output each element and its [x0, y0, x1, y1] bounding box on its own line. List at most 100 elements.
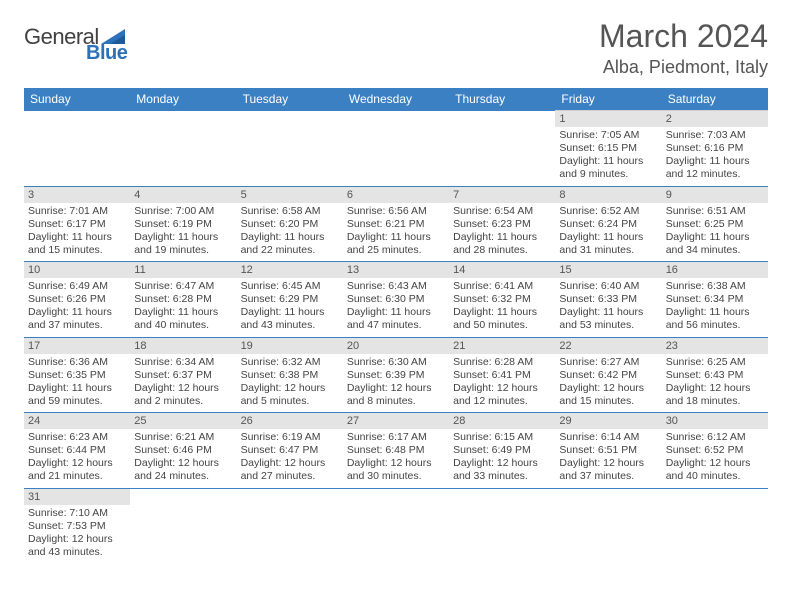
sunrise-text: Sunrise: 6:12 AM	[666, 431, 764, 444]
sunrise-text: Sunrise: 6:28 AM	[453, 356, 551, 369]
week-daynum-row: 31	[24, 488, 768, 505]
day-number-cell: 10	[24, 262, 130, 279]
daylight-text: Daylight: 11 hours and 47 minutes.	[347, 306, 445, 332]
day-detail-cell: Sunrise: 6:32 AMSunset: 6:38 PMDaylight:…	[237, 354, 343, 413]
day-number-cell: 1	[555, 111, 661, 128]
day-number-cell: 13	[343, 262, 449, 279]
day-detail-cell: Sunrise: 7:00 AMSunset: 6:19 PMDaylight:…	[130, 203, 236, 262]
sunrise-text: Sunrise: 6:25 AM	[666, 356, 764, 369]
daylight-text: Daylight: 12 hours and 30 minutes.	[347, 457, 445, 483]
day-number-cell: 30	[662, 413, 768, 430]
sunset-text: Sunset: 6:39 PM	[347, 369, 445, 382]
sunset-text: Sunset: 6:49 PM	[453, 444, 551, 457]
daylight-text: Daylight: 12 hours and 24 minutes.	[134, 457, 232, 483]
daylight-text: Daylight: 12 hours and 12 minutes.	[453, 382, 551, 408]
daylight-text: Daylight: 11 hours and 15 minutes.	[28, 231, 126, 257]
sunrise-text: Sunrise: 6:36 AM	[28, 356, 126, 369]
day-number-cell: 14	[449, 262, 555, 279]
day-number-cell: 27	[343, 413, 449, 430]
daylight-text: Daylight: 11 hours and 59 minutes.	[28, 382, 126, 408]
sunset-text: Sunset: 6:38 PM	[241, 369, 339, 382]
day-number-cell: 4	[130, 186, 236, 203]
daylight-text: Daylight: 11 hours and 28 minutes.	[453, 231, 551, 257]
sunset-text: Sunset: 6:37 PM	[134, 369, 232, 382]
sunrise-text: Sunrise: 6:41 AM	[453, 280, 551, 293]
header: General March 2024 Alba, Piedmont, Italy	[24, 18, 768, 78]
sunset-text: Sunset: 6:21 PM	[347, 218, 445, 231]
day-number-cell	[130, 111, 236, 128]
daylight-text: Daylight: 12 hours and 8 minutes.	[347, 382, 445, 408]
day-header-row: Sunday Monday Tuesday Wednesday Thursday…	[24, 88, 768, 111]
day-detail-cell	[449, 505, 555, 564]
day-number-cell: 12	[237, 262, 343, 279]
day-detail-cell: Sunrise: 6:23 AMSunset: 6:44 PMDaylight:…	[24, 429, 130, 488]
sunset-text: Sunset: 6:35 PM	[28, 369, 126, 382]
sunset-text: Sunset: 6:29 PM	[241, 293, 339, 306]
day-detail-cell: Sunrise: 6:34 AMSunset: 6:37 PMDaylight:…	[130, 354, 236, 413]
daylight-text: Daylight: 11 hours and 40 minutes.	[134, 306, 232, 332]
brand-name-2-wrap: Blue	[28, 42, 127, 65]
week-daynum-row: 24252627282930	[24, 413, 768, 430]
day-detail-cell: Sunrise: 6:38 AMSunset: 6:34 PMDaylight:…	[662, 278, 768, 337]
day-number-cell: 24	[24, 413, 130, 430]
day-detail-cell	[343, 505, 449, 564]
sunset-text: Sunset: 6:52 PM	[666, 444, 764, 457]
sunrise-text: Sunrise: 7:00 AM	[134, 205, 232, 218]
day-number-cell: 22	[555, 337, 661, 354]
title-block: March 2024 Alba, Piedmont, Italy	[599, 18, 768, 78]
daylight-text: Daylight: 11 hours and 37 minutes.	[28, 306, 126, 332]
day-detail-cell: Sunrise: 6:56 AMSunset: 6:21 PMDaylight:…	[343, 203, 449, 262]
sunrise-text: Sunrise: 6:17 AM	[347, 431, 445, 444]
sunset-text: Sunset: 6:16 PM	[666, 142, 764, 155]
week-detail-row: Sunrise: 6:49 AMSunset: 6:26 PMDaylight:…	[24, 278, 768, 337]
day-detail-cell: Sunrise: 7:05 AMSunset: 6:15 PMDaylight:…	[555, 127, 661, 186]
sunrise-text: Sunrise: 6:58 AM	[241, 205, 339, 218]
day-header-sun: Sunday	[24, 88, 130, 111]
day-detail-cell: Sunrise: 6:19 AMSunset: 6:47 PMDaylight:…	[237, 429, 343, 488]
day-number-cell	[237, 488, 343, 505]
sunset-text: Sunset: 6:28 PM	[134, 293, 232, 306]
daylight-text: Daylight: 12 hours and 15 minutes.	[559, 382, 657, 408]
day-number-cell: 25	[130, 413, 236, 430]
sunrise-text: Sunrise: 7:05 AM	[559, 129, 657, 142]
sunrise-text: Sunrise: 6:27 AM	[559, 356, 657, 369]
day-number-cell	[237, 111, 343, 128]
sunset-text: Sunset: 6:44 PM	[28, 444, 126, 457]
day-number-cell: 11	[130, 262, 236, 279]
daylight-text: Daylight: 11 hours and 53 minutes.	[559, 306, 657, 332]
day-header-wed: Wednesday	[343, 88, 449, 111]
day-number-cell: 26	[237, 413, 343, 430]
day-number-cell: 6	[343, 186, 449, 203]
day-detail-cell	[662, 505, 768, 564]
day-number-cell: 21	[449, 337, 555, 354]
daylight-text: Daylight: 11 hours and 34 minutes.	[666, 231, 764, 257]
sunset-text: Sunset: 6:15 PM	[559, 142, 657, 155]
sunset-text: Sunset: 6:51 PM	[559, 444, 657, 457]
week-daynum-row: 3456789	[24, 186, 768, 203]
month-title: March 2024	[599, 18, 768, 55]
day-number-cell: 3	[24, 186, 130, 203]
day-detail-cell	[130, 127, 236, 186]
sunrise-text: Sunrise: 7:03 AM	[666, 129, 764, 142]
day-detail-cell	[237, 505, 343, 564]
day-detail-cell	[24, 127, 130, 186]
sunset-text: Sunset: 6:33 PM	[559, 293, 657, 306]
day-number-cell	[130, 488, 236, 505]
daylight-text: Daylight: 11 hours and 43 minutes.	[241, 306, 339, 332]
daylight-text: Daylight: 12 hours and 18 minutes.	[666, 382, 764, 408]
day-detail-cell	[343, 127, 449, 186]
week-detail-row: Sunrise: 6:23 AMSunset: 6:44 PMDaylight:…	[24, 429, 768, 488]
day-detail-cell: Sunrise: 6:51 AMSunset: 6:25 PMDaylight:…	[662, 203, 768, 262]
day-detail-cell: Sunrise: 6:40 AMSunset: 6:33 PMDaylight:…	[555, 278, 661, 337]
day-number-cell: 5	[237, 186, 343, 203]
day-number-cell: 7	[449, 186, 555, 203]
sunrise-text: Sunrise: 6:32 AM	[241, 356, 339, 369]
sunset-text: Sunset: 6:25 PM	[666, 218, 764, 231]
day-number-cell: 18	[130, 337, 236, 354]
day-detail-cell: Sunrise: 7:03 AMSunset: 6:16 PMDaylight:…	[662, 127, 768, 186]
day-number-cell	[555, 488, 661, 505]
day-detail-cell	[449, 127, 555, 186]
sunrise-text: Sunrise: 7:01 AM	[28, 205, 126, 218]
sunrise-text: Sunrise: 6:38 AM	[666, 280, 764, 293]
sunrise-text: Sunrise: 6:34 AM	[134, 356, 232, 369]
